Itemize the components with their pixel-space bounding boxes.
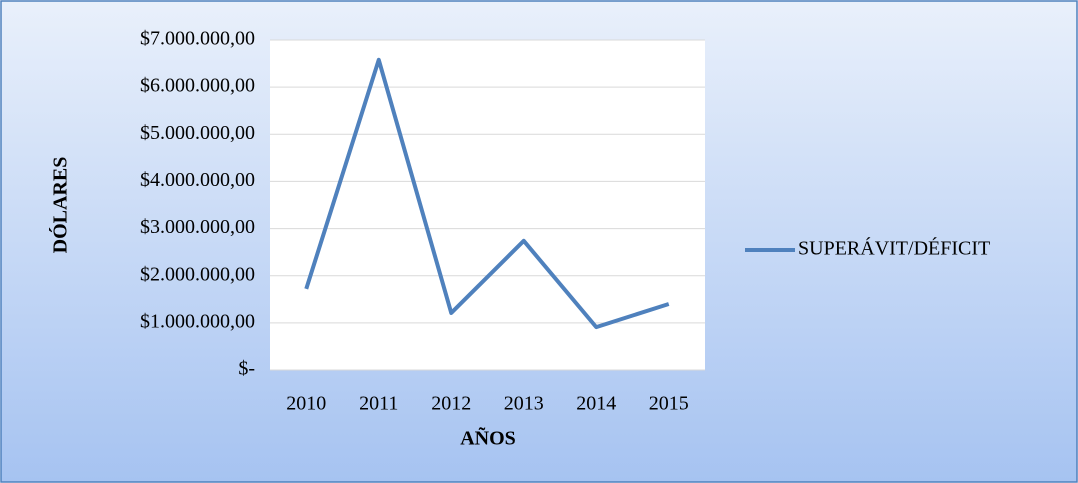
x-tick-label: 2010 [286,393,326,415]
y-tick-label: $5.000.000,00 [140,122,255,144]
x-tick-label: 2011 [359,393,398,415]
x-tick-label: 2012 [431,393,471,415]
y-tick-label: $6.000.000,00 [140,75,255,97]
legend-label: SUPERÁVIT/DÉFICIT [798,237,990,260]
x-tick-label: 2014 [576,393,616,415]
y-tick-label: $4.000.000,00 [140,169,255,191]
x-axis-title: AÑOS [460,427,516,450]
y-tick-label: $2.000.000,00 [140,263,255,285]
y-tick-label: $1.000.000,00 [140,310,255,332]
y-tick-label: $3.000.000,00 [140,216,255,238]
y-tick-label: $- [238,358,255,380]
y-tick-label: $7.000.000,00 [140,28,255,50]
x-tick-label: 2015 [649,393,689,415]
x-tick-label: 2013 [504,393,544,415]
y-axis-title: DÓLARES [48,157,72,254]
plot-area [270,40,705,370]
series-line [304,57,670,330]
